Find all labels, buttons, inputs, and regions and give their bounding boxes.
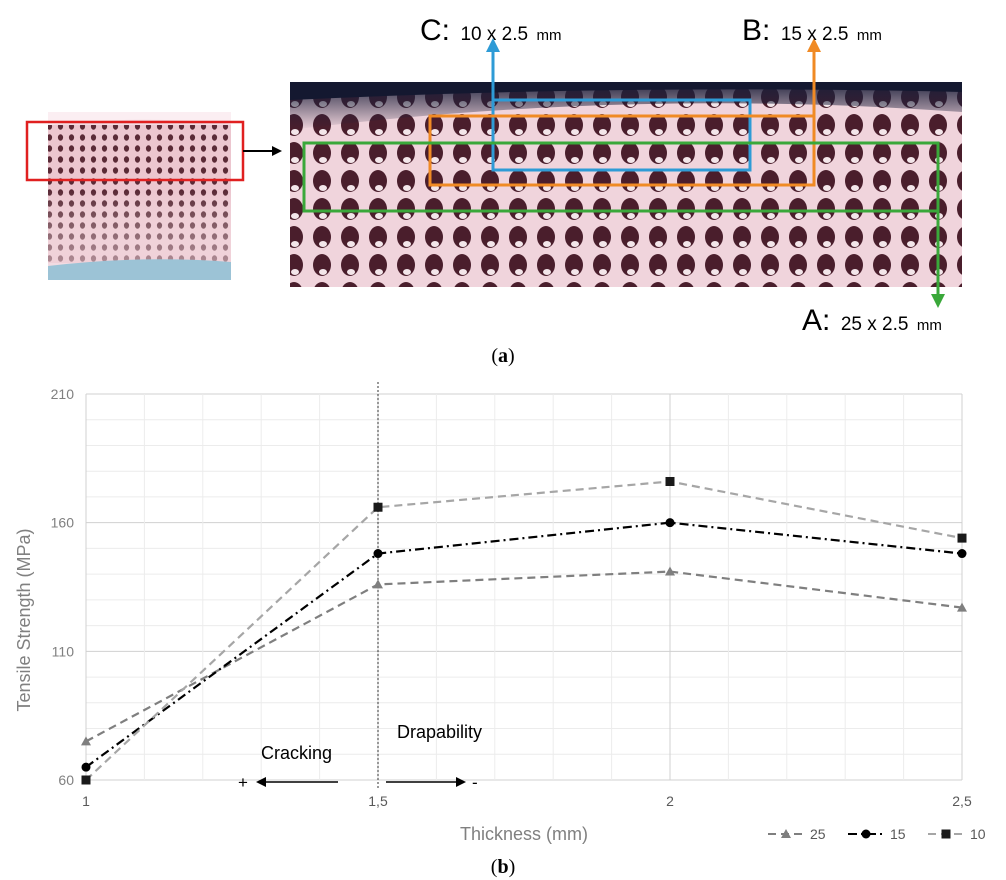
data-point-25	[373, 579, 383, 589]
legend-marker	[781, 829, 791, 838]
series-10	[81, 476, 967, 785]
region-a-label: A: 25 x 2.5 mm	[802, 304, 942, 337]
chart-legend: 25 15 10	[768, 826, 986, 842]
chart-grid	[85, 393, 963, 781]
tick-label-layer: 60 110 160 210 1 1,5 2 2,5	[51, 386, 972, 809]
sample-thumbnail	[48, 112, 231, 280]
legend-item-10: 10	[928, 826, 986, 842]
legend-item-25: 25	[768, 826, 826, 842]
region-a-size: 25 x 2.5	[841, 314, 909, 335]
data-point-10	[373, 502, 383, 512]
region-c-size: 10 x 2.5	[460, 24, 528, 45]
x-axis-label: Thickness (mm)	[460, 824, 588, 844]
legend-marker	[861, 829, 871, 839]
x-tick-label: 1	[82, 793, 90, 809]
annotation-cracking-sign: +	[238, 773, 248, 792]
region-b-box	[428, 114, 816, 187]
x-tick-label: 2,5	[952, 793, 972, 809]
region-b-key: B:	[742, 14, 770, 47]
region-a-unit: mm	[917, 317, 942, 334]
region-a-arrow	[931, 211, 945, 308]
data-point-25	[957, 602, 967, 612]
annotation-drapability-arrow	[386, 777, 466, 787]
annotation-cracking-arrow	[256, 777, 338, 787]
annotation-cracking-text: Cracking	[261, 743, 332, 763]
series-15	[81, 518, 967, 772]
region-c-label: C: 10 x 2.5 mm	[420, 14, 562, 47]
region-a-key: A:	[802, 304, 830, 337]
annotation-drapability-sign: -	[472, 773, 478, 792]
panel-a-caption: (a)	[491, 345, 514, 367]
region-b-arrow	[807, 38, 821, 116]
legend-marker	[941, 829, 951, 839]
region-b-unit: mm	[857, 27, 882, 44]
data-point-15	[957, 549, 967, 559]
series-line-10	[85, 480, 963, 781]
annotation-drapability-text: Drapability	[397, 722, 482, 742]
y-tick-label: 160	[51, 515, 75, 531]
data-point-25	[665, 566, 675, 576]
data-point-10	[957, 533, 967, 543]
region-b-size: 15 x 2.5	[781, 24, 849, 45]
series-line-25	[85, 570, 963, 743]
data-point-25	[81, 736, 91, 746]
data-point-10	[81, 775, 91, 785]
region-c-box	[491, 98, 752, 172]
region-c-arrow	[486, 38, 500, 100]
panel-b-caption: (b)	[491, 856, 515, 878]
y-tick-label: 210	[51, 386, 75, 402]
legend-label: 15	[890, 826, 906, 842]
region-a-box	[302, 141, 940, 213]
y-tick-label: 60	[58, 772, 74, 788]
data-point-10	[665, 476, 675, 486]
x-tick-label: 1,5	[368, 793, 388, 809]
x-tick-label: 2	[666, 793, 674, 809]
legend-label: 25	[810, 826, 826, 842]
series-layer	[81, 476, 967, 785]
series-25	[81, 566, 967, 746]
region-b-label: B: 15 x 2.5 mm	[742, 14, 882, 47]
y-tick-label: 110	[52, 643, 75, 659]
legend-item-15: 15	[848, 826, 906, 842]
panel-a-figure: C: 10 x 2.5 mm B: 15 x 2.5 mm A: 25 x 2.…	[25, 14, 962, 367]
data-point-15	[81, 762, 91, 772]
data-point-15	[665, 518, 675, 528]
region-c-key: C:	[420, 14, 450, 47]
series-line-15	[85, 521, 963, 769]
data-point-15	[373, 549, 383, 559]
tensile-strength-chart: 60 110 160 210 1 1,5 2 2,5 Tensile Strength (MP…	[14, 382, 986, 878]
region-c-unit: mm	[537, 27, 562, 44]
legend-label: 10	[970, 826, 986, 842]
y-axis-label: Tensile Strength (MPa)	[14, 528, 34, 711]
